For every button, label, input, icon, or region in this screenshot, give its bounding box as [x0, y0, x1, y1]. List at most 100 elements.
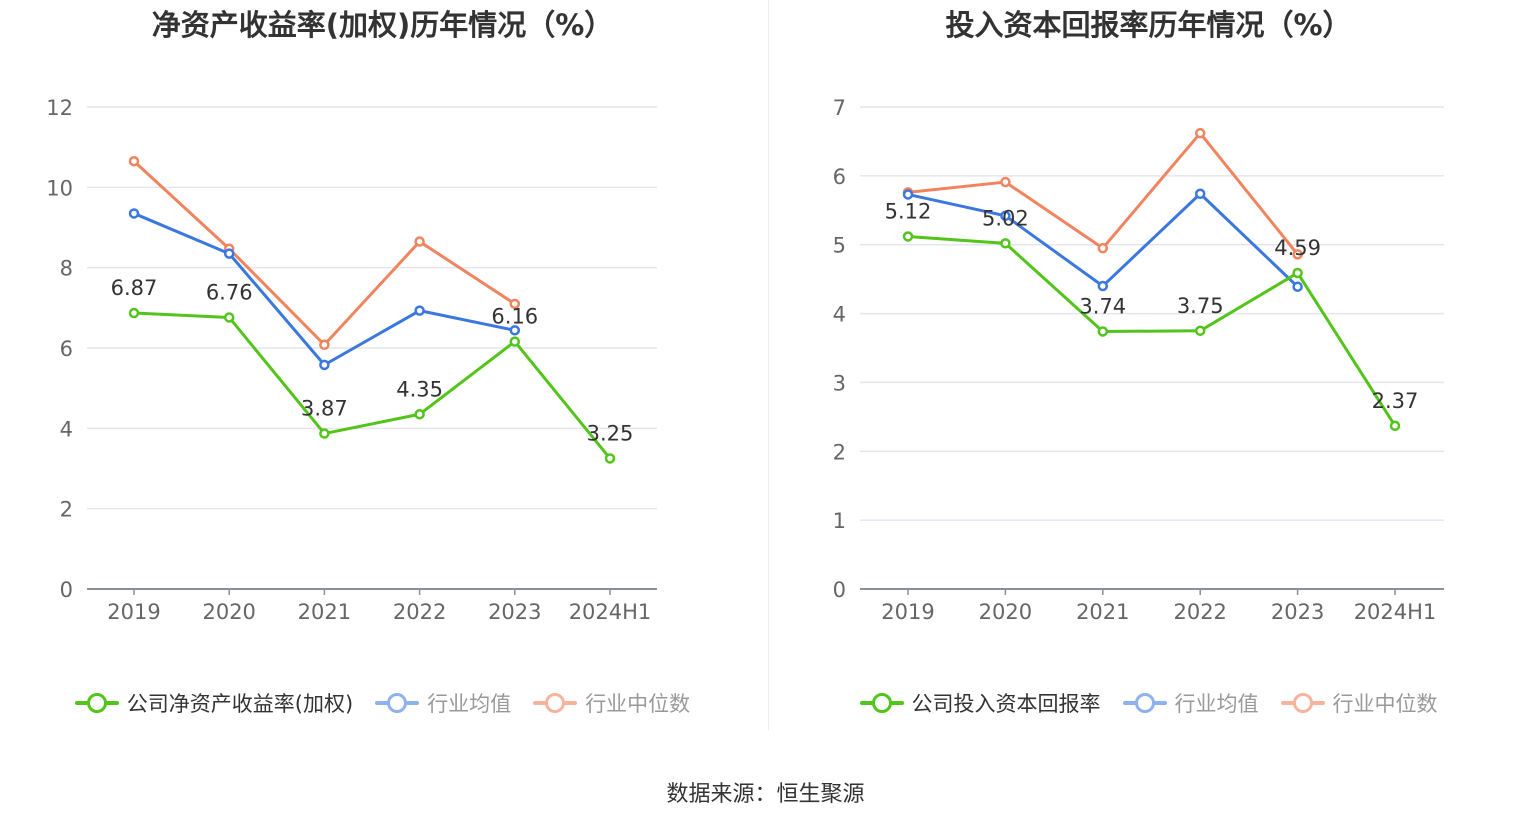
roe-line-chart: 0 2 4 6 8 10 12 2019 2020 2021 2022 2023 2024H1 6.87 6… [46, 96, 657, 624]
data-point-median [1000, 176, 1011, 188]
data-point-avg [1000, 210, 1011, 222]
data-label: 3.75 [1177, 294, 1224, 318]
legend-line-circle-icon [375, 693, 420, 713]
data-label: 5.02 [982, 206, 1029, 230]
series-line-company [907, 234, 1397, 427]
data-point-median [1097, 242, 1109, 254]
series-line-median [907, 131, 1299, 256]
x-tick-label: 2021 [298, 600, 351, 624]
legend-item-avg[interactable]: 行业均值 [1122, 688, 1259, 718]
data-point-avg [509, 325, 521, 336]
data-point-company [223, 312, 235, 323]
x-tick-label: 2022 [1173, 600, 1226, 624]
data-point-avg [319, 359, 330, 371]
legend-item-company[interactable]: 公司净资产收益率(加权) [74, 688, 354, 718]
panel-divider [768, 0, 769, 730]
x-tick-label: 2024H1 [1354, 600, 1437, 624]
legend-item-company[interactable]: 公司投入资本回报率 [859, 688, 1101, 718]
y-tick-label: 7 [833, 96, 846, 120]
x-tick-label: 2020 [979, 600, 1032, 624]
data-label: 3.87 [301, 397, 348, 421]
data-point-median [128, 155, 140, 167]
y-tick-label: 6 [60, 337, 73, 361]
data-point-avg [414, 305, 425, 316]
y-tick-label: 6 [833, 165, 846, 189]
y-tick-label: 5 [833, 234, 846, 258]
x-tick-label: 2019 [107, 600, 160, 624]
legend-label: 公司净资产收益率(加权) [126, 692, 354, 716]
legend-line-circle-icon [1122, 693, 1167, 713]
legend-item-median[interactable]: 行业中位数 [533, 688, 690, 718]
data-point-avg [1292, 281, 1303, 292]
data-label: 3.74 [1079, 294, 1126, 318]
data-label: 6.16 [491, 305, 538, 329]
y-tick-label: 4 [60, 417, 73, 441]
data-point-avg [1097, 280, 1109, 292]
chart-legend: 公司投入资本回报率 行业均值 行业中位数 [766, 688, 1531, 718]
data-point-company [1000, 238, 1011, 249]
y-tick-label: 4 [833, 303, 846, 327]
y-tick-label: 0 [833, 578, 846, 602]
data-label: 2.37 [1372, 389, 1419, 413]
data-point-avg [1194, 188, 1206, 200]
legend-label: 行业中位数 [1332, 692, 1438, 716]
data-point-company [1292, 267, 1303, 279]
y-tick-label: 12 [46, 96, 73, 120]
data-source-note: 数据来源：恒生聚源 [666, 782, 865, 807]
data-point-median [1194, 127, 1206, 139]
x-tick-label: 2021 [1076, 600, 1129, 624]
data-point-company [128, 307, 140, 319]
y-tick-label: 2 [833, 440, 846, 464]
data-label: 6.76 [206, 280, 253, 304]
chart-legend: 公司净资产收益率(加权) 行业均值 行业中位数 [0, 688, 765, 718]
chart-title: 净资产收益率(加权)历年情况（%） [151, 8, 614, 42]
roe-chart-panel: 净资产收益率(加权)历年情况（%） 0 2 4 6 8 10 12 2019 2020 2021 2… [0, 0, 765, 760]
chart-title: 投入资本回报率历年情况（%） [945, 8, 1352, 42]
data-point-company [319, 428, 330, 439]
data-label: 4.59 [1274, 236, 1321, 260]
x-tick-label: 2023 [488, 600, 541, 624]
y-tick-label: 3 [833, 371, 846, 395]
x-tick-label: 2024H1 [569, 600, 652, 624]
data-label: 4.35 [396, 377, 443, 401]
legend-line-circle-icon [859, 693, 904, 713]
legend-label: 行业均值 [427, 692, 512, 716]
data-label: 5.12 [885, 199, 932, 223]
data-point-median [319, 339, 330, 351]
legend-label: 公司投入资本回报率 [911, 692, 1101, 716]
y-tick-label: 10 [46, 176, 73, 200]
roic-line-chart: 0 1 2 3 4 5 6 7 2019 2020 2021 2022 2023 2024H1 5.12 5.… [833, 96, 1444, 624]
data-point-median [509, 298, 521, 310]
data-point-avg [223, 248, 235, 259]
data-point-company [1097, 326, 1109, 337]
legend-item-avg[interactable]: 行业均值 [375, 688, 511, 718]
legend-item-median[interactable]: 行业中位数 [1280, 688, 1438, 718]
data-point-company [604, 453, 616, 464]
x-tick-label: 2022 [393, 600, 446, 624]
legend-line-circle-icon [74, 693, 119, 713]
data-label: 6.87 [111, 276, 158, 300]
data-point-company [1389, 420, 1401, 432]
x-tick-label: 2019 [881, 600, 934, 624]
data-point-median [1292, 249, 1303, 260]
y-tick-label: 0 [60, 578, 73, 602]
legend-label: 行业均值 [1174, 692, 1259, 716]
data-point-company [509, 336, 521, 347]
data-label: 3.25 [587, 421, 634, 445]
data-point-median [414, 236, 425, 247]
data-point-company [414, 409, 425, 420]
data-point-avg [902, 189, 914, 200]
legend-label: 行业中位数 [585, 692, 691, 716]
y-tick-label: 1 [833, 509, 846, 533]
data-point-avg [128, 208, 140, 219]
roic-chart-panel: 投入资本回报率历年情况（%） 0 1 2 3 4 5 6 7 2019 2020 2021 2022 2… [766, 0, 1531, 760]
y-tick-label: 2 [60, 498, 73, 522]
x-tick-label: 2023 [1271, 600, 1324, 624]
legend-line-circle-icon [1280, 693, 1325, 713]
series-line-company [133, 311, 612, 460]
x-tick-label: 2020 [202, 600, 255, 624]
data-point-company [1194, 325, 1206, 337]
data-point-company [902, 231, 914, 242]
y-tick-label: 8 [60, 257, 73, 281]
legend-line-circle-icon [533, 693, 578, 713]
